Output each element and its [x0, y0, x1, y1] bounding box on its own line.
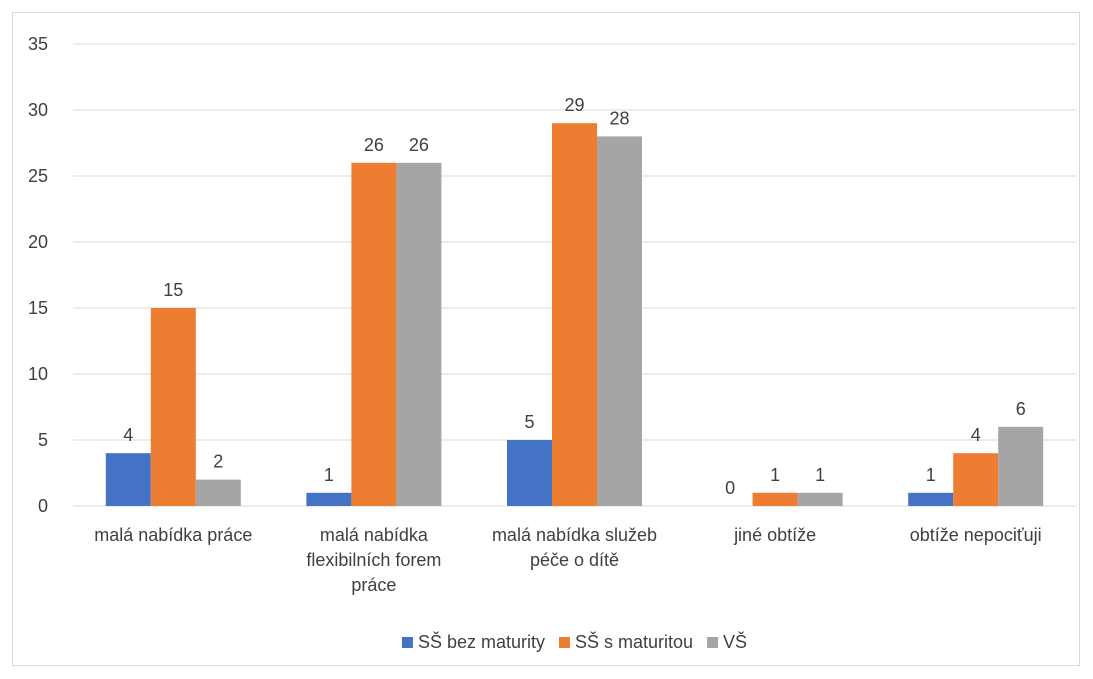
data-label: 5 [524, 412, 534, 432]
x-category-label: malá nabídka práce [94, 525, 252, 545]
y-tick-label: 5 [38, 430, 48, 450]
data-label: 28 [609, 108, 629, 128]
y-axis-ticks: 0 5 10 15 20 25 30 35 [28, 34, 48, 516]
data-label: 1 [926, 465, 936, 485]
data-label: 2 [213, 452, 223, 472]
x-category-label: obtíže nepociťuji [910, 525, 1042, 545]
x-axis-categories: malá nabídka práce malá nabídka flexibilní… [94, 525, 1041, 595]
bar [797, 492, 843, 506]
bar [998, 426, 1044, 506]
y-tick-label: 0 [38, 496, 48, 516]
data-label: 1 [815, 465, 825, 485]
x-category-label: malá nabídka [320, 525, 429, 545]
data-labels: 4 15 2 1 26 26 5 29 28 0 1 1 1 4 6 [123, 95, 1025, 498]
bar [195, 479, 241, 506]
data-label: 26 [409, 135, 429, 155]
y-tick-label: 30 [28, 100, 48, 120]
x-category-label: péče o dítě [530, 550, 619, 570]
bar [507, 440, 552, 506]
data-label: 26 [364, 135, 384, 155]
bar [953, 453, 999, 506]
bar [105, 453, 151, 506]
legend-swatch [558, 637, 570, 648]
x-category-label: jiné obtíže [733, 525, 816, 545]
data-label: 6 [1016, 399, 1026, 419]
data-label: 15 [163, 280, 183, 300]
legend-swatch [707, 637, 719, 648]
legend-label: VŠ [723, 631, 747, 652]
y-tick-label: 35 [28, 34, 48, 54]
bar [306, 492, 352, 506]
data-label: 1 [324, 465, 334, 485]
bar [908, 492, 954, 506]
x-category-label: flexibilních forem [306, 550, 441, 570]
x-category-label: malá nabídka služeb [492, 525, 657, 545]
y-tick-label: 15 [28, 298, 48, 318]
bar [396, 162, 442, 507]
bar [597, 136, 642, 506]
x-category-label: práce [351, 575, 396, 595]
data-label: 0 [725, 478, 735, 498]
data-label: 4 [971, 425, 981, 445]
legend-swatch [401, 637, 413, 648]
bars [105, 123, 1044, 507]
bar [552, 123, 597, 506]
data-label: 1 [770, 465, 780, 485]
y-tick-label: 20 [28, 232, 48, 252]
legend: SŠ bez maturity SŠ s maturitou VŠ [401, 631, 747, 652]
legend-label: SŠ s maturitou [575, 631, 693, 652]
y-tick-label: 10 [28, 364, 48, 384]
bar [351, 162, 397, 507]
bar [752, 492, 798, 506]
legend-label: SŠ bez maturity [418, 631, 545, 652]
data-label: 4 [123, 425, 133, 445]
data-label: 29 [564, 95, 584, 115]
y-tick-label: 25 [28, 166, 48, 186]
bar [150, 308, 196, 506]
